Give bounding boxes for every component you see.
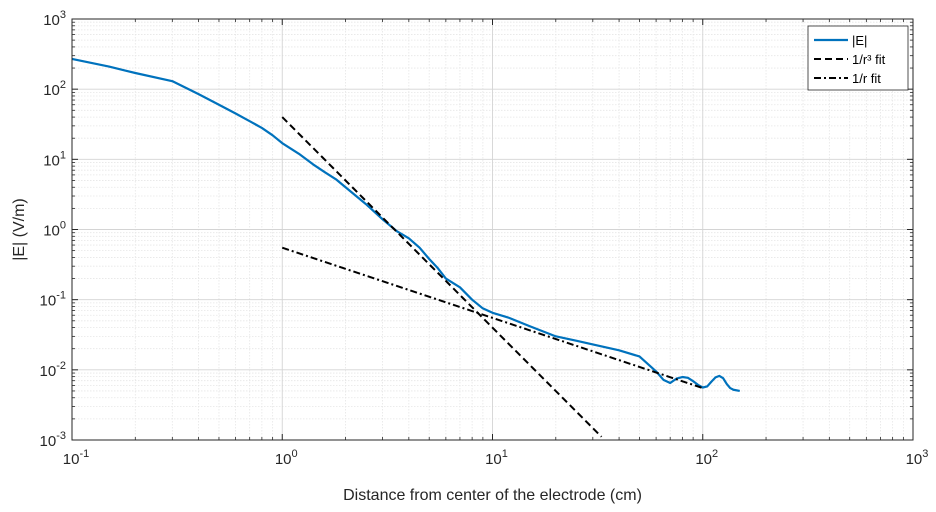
y-tick-labels: 10-3 10-2 10-1 100 101 102 103 (40, 9, 66, 450)
legend-label-2: 1/r³ fit (852, 52, 886, 67)
x-tick-label: 101 (485, 448, 508, 468)
y-tick-label: 10-3 (40, 430, 66, 450)
x-axis-label: Distance from center of the electrode (c… (343, 487, 642, 504)
y-tick-label: 10-2 (40, 360, 66, 380)
legend: |E| 1/r³ fit 1/r fit (807, 25, 909, 91)
y-tick-label: 100 (43, 220, 66, 240)
legend-label-1: |E| (852, 33, 867, 48)
series-line-2 (281, 116, 603, 438)
series-line-3 (281, 246, 704, 389)
x-tick-label: 102 (695, 448, 718, 468)
legend-box (807, 25, 909, 91)
x-tick-label: 103 (906, 448, 929, 468)
x-tick-label: 10-1 (63, 448, 89, 468)
y-tick-label: 10-1 (40, 290, 66, 310)
series-layer (71, 57, 740, 438)
y-tick-label: 103 (43, 9, 66, 29)
y-tick-label: 102 (43, 79, 66, 99)
y-axis-label: |E| (V/m) (11, 198, 28, 261)
y-tick-label: 101 (43, 149, 66, 169)
x-tick-label: 100 (275, 448, 298, 468)
legend-label-3: 1/r fit (852, 71, 881, 86)
x-tick-labels: 10-1 100 101 102 103 (63, 448, 929, 468)
series-line-1 (71, 57, 740, 393)
tick-marks (71, 18, 914, 441)
